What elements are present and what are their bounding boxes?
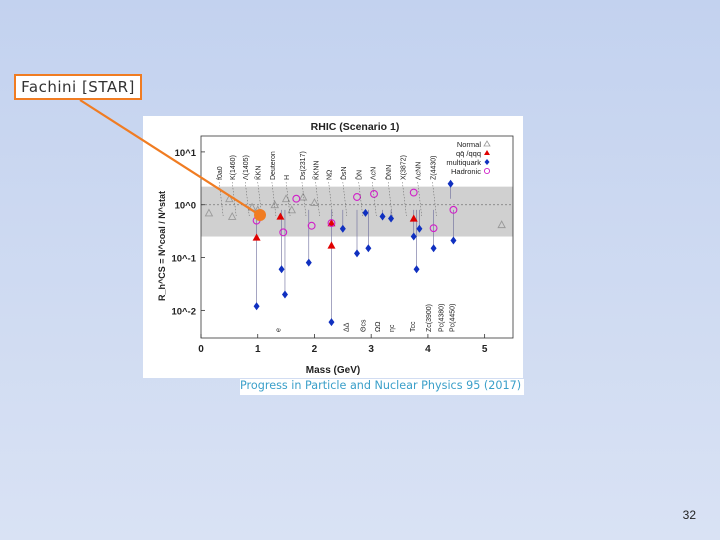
- scatter-chart: RHIC (Scenario 1) Mass (GeV) R_h^CS = N^…: [157, 121, 514, 376]
- top-label: Λ(1405): [243, 155, 250, 180]
- top-label: f0a0: [217, 166, 224, 180]
- bottom-label: ΩΩ: [375, 322, 382, 332]
- multiquark-point: [253, 302, 260, 311]
- multiquark-point: [416, 224, 423, 233]
- legend-marker: [483, 167, 491, 175]
- top-label: X(3872): [400, 155, 407, 180]
- top-label: ΛcNN: [416, 162, 423, 180]
- multiquark-point: [413, 265, 420, 274]
- qq-qqq-point: [327, 241, 336, 249]
- hadronic-point: [409, 188, 418, 197]
- multiquark-point: [430, 244, 437, 253]
- top-label: D̄N: [356, 170, 364, 180]
- legend-label: qq̄ /qqq: [456, 149, 481, 158]
- legend-label: Normal: [457, 140, 482, 149]
- multiquark-point: [281, 290, 288, 299]
- multiquark-point: [362, 208, 369, 217]
- qq-qqq-point: [409, 214, 418, 222]
- bottom-label: Tcc: [410, 321, 417, 332]
- top-label: Z(4430): [430, 155, 437, 180]
- bottom-label: Pc(4380): [438, 304, 445, 332]
- normal-point: [227, 211, 237, 220]
- multiquark-point: [388, 214, 395, 223]
- normal-point: [281, 194, 291, 203]
- y-tick-label: 10^-1: [171, 254, 196, 265]
- top-label: K̄KN: [255, 166, 263, 180]
- top-label: Ds(2317): [300, 151, 307, 180]
- plot-frame: [200, 135, 514, 339]
- bottom-label: ΔΔ: [344, 322, 351, 332]
- bottom-label: Zc(3900): [426, 304, 433, 332]
- y-tick-label: 10^1: [175, 148, 197, 159]
- bottom-label: Pc(4450): [450, 304, 457, 332]
- legend-label: multiquark: [446, 158, 481, 167]
- hadronic-point: [449, 205, 458, 214]
- top-label: ΛcN: [370, 167, 377, 180]
- hadronic-point: [307, 221, 316, 230]
- hadronic-point: [279, 228, 288, 237]
- callout-label: Fachini [STAR]: [21, 78, 135, 96]
- y-axis-label: R_h^CS = N^coal / N^stat: [157, 191, 167, 301]
- hadronic-point: [429, 224, 438, 233]
- legend-marker: [483, 140, 491, 147]
- hadronic-point: [292, 194, 301, 203]
- top-label: D̄NN: [385, 165, 393, 180]
- hadronic-point: [327, 219, 336, 227]
- multiquark-point: [339, 224, 346, 233]
- x-tick-label: 1: [255, 344, 261, 355]
- multiquark-point: [410, 232, 417, 241]
- x-tick-label: 0: [198, 344, 204, 355]
- normal-point: [270, 200, 279, 209]
- normal-point: [497, 220, 506, 229]
- multiquark-point: [305, 258, 312, 267]
- author-callout: Fachini [STAR]: [14, 74, 142, 100]
- bottom-label: ηc: [389, 324, 396, 332]
- x-tick-label: 3: [368, 344, 374, 355]
- multiquark-point: [354, 249, 360, 258]
- y-tick-label: 10^0: [175, 201, 196, 212]
- qq-qqq-point: [327, 219, 336, 227]
- x-tick-label: 2: [312, 344, 318, 355]
- figure-panel: RHIC (Scenario 1) Mass (GeV) R_h^CS = N^…: [143, 116, 523, 378]
- top-label: K̄KNN: [313, 161, 321, 180]
- top-label: NΩ: [327, 170, 334, 180]
- multiquark-point: [379, 212, 386, 221]
- multiquark-point: [278, 265, 285, 274]
- x-tick-label: 5: [482, 344, 488, 355]
- top-label: H: [284, 175, 291, 180]
- legend-marker: [484, 150, 490, 155]
- top-label: K(1460): [230, 155, 237, 180]
- normal-point: [298, 192, 308, 201]
- qq-qqq-point: [252, 233, 261, 241]
- multiquark-point: [365, 244, 372, 253]
- top-label: D̄sN: [340, 166, 348, 180]
- multiquark-point: [450, 236, 457, 245]
- bottom-label: Θcs: [361, 319, 368, 332]
- x-tick-label: 4: [425, 344, 431, 355]
- page-number: 32: [682, 508, 696, 522]
- bottom-label: e: [276, 328, 283, 332]
- multiquark-point: [328, 318, 335, 327]
- plot-layer: 0 1 2 3 4 5 10^1 10^0 10^-1 10^-2 f0a0 K(1460) Λ(140…: [171, 135, 514, 355]
- normal-point: [310, 198, 319, 206]
- y-tick-label: 10^-2: [171, 306, 196, 317]
- multiquark-point: [447, 179, 454, 188]
- qq-qqq-point: [276, 212, 285, 220]
- top-label: Deuteron: [270, 151, 277, 180]
- legend-label: Hadronic: [451, 167, 481, 176]
- x-axis-label: Mass (GeV): [306, 365, 360, 376]
- normal-point: [287, 205, 297, 214]
- chart-title: RHIC (Scenario 1): [311, 121, 400, 133]
- legend-marker: [484, 159, 490, 165]
- citation-link[interactable]: Progress in Particle and Nuclear Physics…: [240, 379, 524, 395]
